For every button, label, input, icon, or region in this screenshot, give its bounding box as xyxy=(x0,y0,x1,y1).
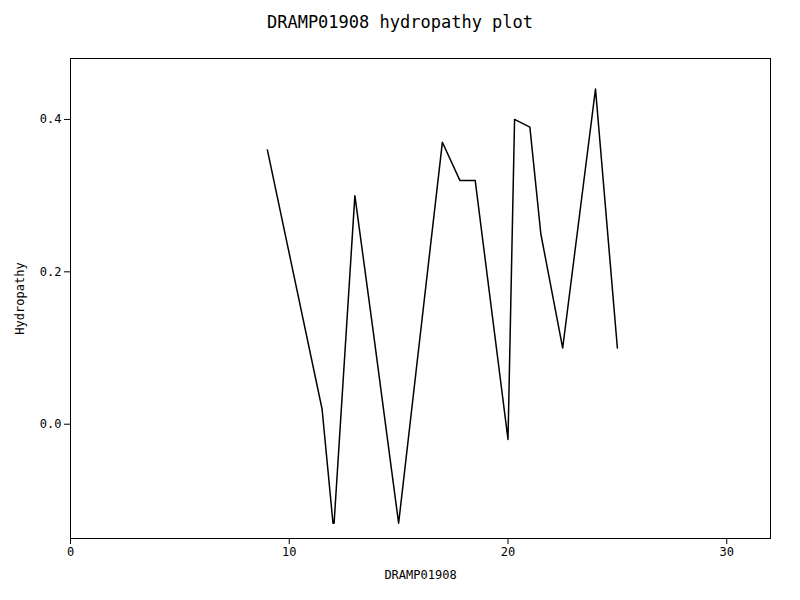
svg-text:DRAMP01908: DRAMP01908 xyxy=(384,568,456,582)
svg-text:10: 10 xyxy=(282,545,296,559)
svg-text:0: 0 xyxy=(67,545,74,559)
svg-text:20: 20 xyxy=(501,545,515,559)
svg-text:0.0: 0.0 xyxy=(40,417,62,431)
html-text:DRAMP01908 hydropathy plot: DRAMP01908 hydropathy plot xyxy=(266,12,533,32)
svg-text:Hydropathy: Hydropathy xyxy=(13,262,27,334)
svg-text:0.2: 0.2 xyxy=(40,265,62,279)
svg-text:30: 30 xyxy=(720,545,734,559)
svg-text:0.4: 0.4 xyxy=(40,112,62,126)
